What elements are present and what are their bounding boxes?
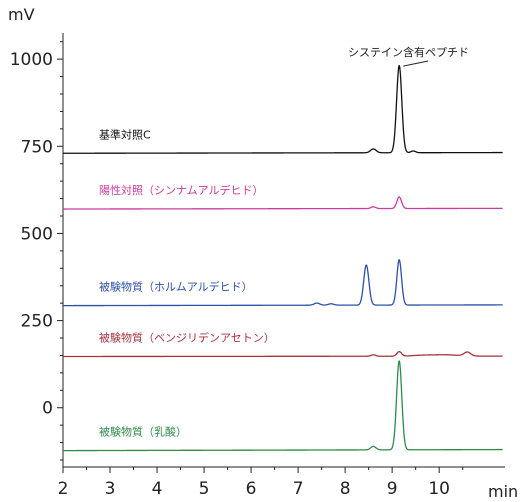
series-trace xyxy=(62,196,504,210)
x-tick-label: 2 xyxy=(58,479,69,499)
x-tick-label: 5 xyxy=(199,479,210,499)
peak-annotation-leader xyxy=(403,60,429,67)
series-trace xyxy=(62,360,504,452)
y-tick-label: 250 xyxy=(21,312,53,332)
x-tick-label: 8 xyxy=(340,479,351,499)
series-label: 被験物質（ベンジリデンアセトン） xyxy=(99,330,275,344)
x-tick-label: 9 xyxy=(387,479,398,499)
series-labels: 基準対照C 陽性対照（シンナムアルデヒド） 被験物質（ホルムアルデヒド） 被験物質（ベ… xyxy=(99,127,275,438)
y-tick-label: 0 xyxy=(42,399,53,419)
y-tick-label: 750 xyxy=(21,137,53,157)
x-axis-unit: min xyxy=(488,482,518,501)
x-tick-label: 4 xyxy=(152,479,163,499)
series-label: 被験物質（乳酸） xyxy=(99,425,187,439)
peak-annotation: システイン含有ペプチド xyxy=(348,45,469,67)
x-tick-label: 10 xyxy=(428,479,450,499)
series-trace xyxy=(62,259,504,307)
series-trace xyxy=(62,64,504,154)
peak-annotation-text: システイン含有ペプチド xyxy=(348,45,469,59)
x-tick-label: 3 xyxy=(105,479,116,499)
x-tick-label: 6 xyxy=(246,479,257,499)
series-label: 陽性対照（シンナムアルデヒド） xyxy=(99,183,264,197)
x-tick-label: 7 xyxy=(293,479,304,499)
series-trace xyxy=(62,350,504,358)
y-axis-unit: mV xyxy=(8,5,35,24)
plot-axes: 0 250 500 750 1000 2 3 4 5 6 7 8 9 10 xyxy=(10,33,505,499)
series-label: 基準対照C xyxy=(99,127,151,141)
y-tick-label: 1000 xyxy=(10,50,53,70)
chromatogram-traces xyxy=(62,64,504,452)
y-tick-label: 500 xyxy=(21,224,53,244)
series-label: 被験物質（ホルムアルデヒド） xyxy=(99,280,253,294)
